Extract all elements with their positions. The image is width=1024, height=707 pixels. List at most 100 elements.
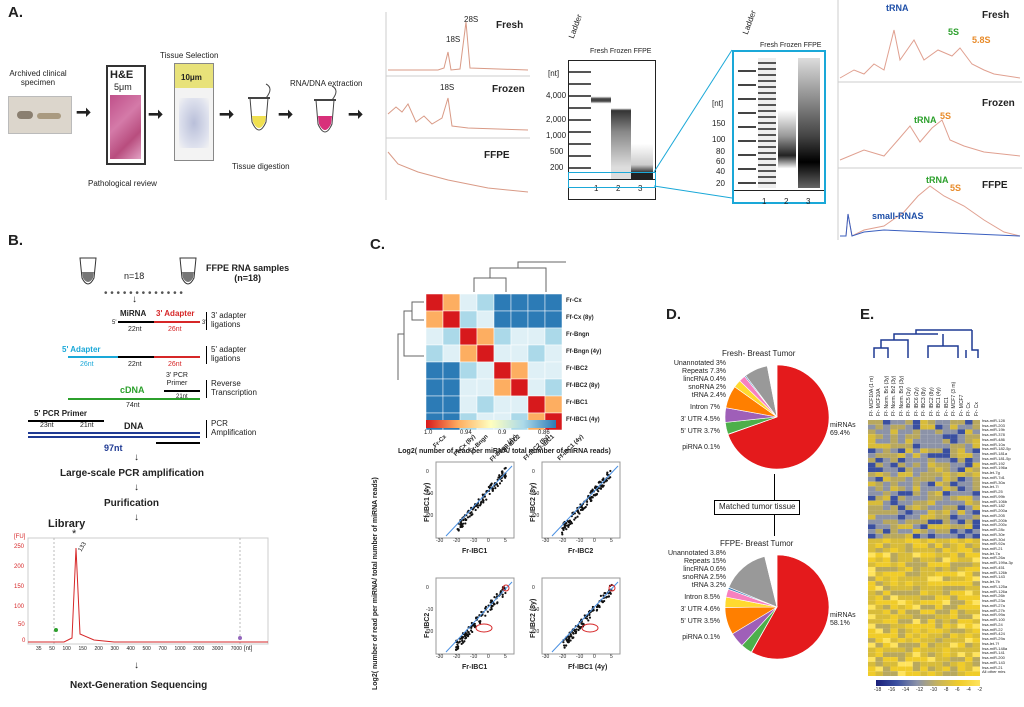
heatmap-row-label: Fr-IBC2 bbox=[566, 366, 588, 372]
heatmap-e-cell bbox=[905, 600, 913, 605]
heatmap-e-cell bbox=[905, 519, 913, 525]
scatter-point bbox=[594, 486, 597, 490]
heatmap-e-cell bbox=[882, 495, 891, 501]
heatmap-e-cell bbox=[868, 524, 876, 530]
heatmap-e-cell bbox=[935, 623, 943, 629]
heatmap-e-cell bbox=[957, 420, 966, 425]
heatmap-e-cell bbox=[912, 472, 921, 477]
scatter-point bbox=[460, 642, 463, 645]
scatter-point bbox=[501, 472, 504, 475]
heatmap-cell bbox=[510, 395, 529, 414]
scatter-point bbox=[501, 593, 504, 596]
extraction-tube-icon bbox=[314, 85, 337, 133]
heatmap-e-cell bbox=[905, 429, 913, 435]
heatmap-e-cell bbox=[957, 481, 966, 487]
heatmap-e-cell bbox=[905, 543, 913, 548]
heatmap-e-cell bbox=[890, 434, 898, 439]
heatmap-e-cell bbox=[905, 457, 913, 463]
heatmap-e-cell bbox=[927, 652, 936, 658]
heatmap-e-cell bbox=[927, 495, 936, 501]
heatmap-cell bbox=[459, 378, 478, 397]
heatmap-e-cell bbox=[950, 562, 958, 567]
heatmap-e-cell bbox=[905, 628, 913, 634]
heatmap-e-cell bbox=[942, 443, 951, 449]
gel2-lane-3: 3 bbox=[806, 197, 811, 206]
heatmap-e-cell bbox=[935, 571, 943, 577]
heatmap-e-cell bbox=[897, 666, 906, 672]
heatmap-row-label: Fr-IBC1 bbox=[566, 400, 588, 406]
heatmap-e-cell bbox=[875, 472, 883, 477]
heatmap-e-cell bbox=[875, 666, 883, 672]
nt22b-label: 22nt bbox=[128, 361, 142, 368]
library-trace-plot bbox=[27, 537, 269, 645]
heatmap-e-cell bbox=[868, 633, 876, 639]
heatmap-e-cell bbox=[912, 443, 921, 449]
adapter3-bar-2 bbox=[154, 356, 200, 358]
heatmap-cell bbox=[442, 395, 461, 414]
heatmap-e-cell bbox=[875, 562, 883, 567]
heatmap-e-cell bbox=[942, 486, 951, 492]
heatmap-e-cell bbox=[927, 429, 936, 435]
heatmap-e-row-label: hsa-miR-192 bbox=[982, 460, 1005, 466]
scatter-point bbox=[563, 646, 566, 649]
heatmap-e-cell bbox=[868, 543, 876, 548]
dna-bar-2 bbox=[28, 436, 200, 438]
heatmap-e-cell bbox=[942, 448, 951, 454]
heatmap-e-row-label: hsa-miR-99b bbox=[982, 493, 1005, 499]
heatmap-e-cell bbox=[897, 614, 906, 620]
heatmap-e-row-label: hsa-let-7f bbox=[982, 640, 999, 646]
heatmap-e-cell bbox=[875, 543, 883, 548]
heatmap-e-cell bbox=[950, 585, 958, 591]
scatter-point bbox=[602, 484, 605, 487]
heatmap-e-cell bbox=[882, 443, 891, 449]
heatmap-e-cell bbox=[868, 548, 876, 553]
heatmap-e-cell bbox=[868, 453, 876, 458]
dna-bar-1 bbox=[28, 432, 200, 434]
library-label: Library bbox=[48, 518, 86, 530]
scatter-point bbox=[597, 481, 600, 484]
heatmap-e-cell bbox=[890, 462, 898, 468]
heatmap-e-cell bbox=[950, 661, 958, 667]
heatmap-e-cell bbox=[972, 514, 980, 520]
heatmap-e-cell bbox=[882, 633, 891, 639]
heatmap-e-cell bbox=[875, 566, 883, 572]
heatmap-e-cell bbox=[950, 604, 958, 610]
scatter-point bbox=[600, 600, 604, 603]
heatmap-e-cell bbox=[897, 514, 906, 520]
heatmap-e-cell bbox=[957, 557, 966, 563]
heatmap-e-cell bbox=[912, 486, 921, 492]
heatmap-e-cell bbox=[942, 519, 951, 525]
scatter-xlabel: Ff-IBC1 (4y) bbox=[568, 664, 608, 671]
heatmap-e-cell bbox=[868, 495, 876, 501]
heatmap-e-cell bbox=[957, 548, 966, 553]
heatmap-e-cell bbox=[897, 429, 906, 435]
scatter-xtick: -20 bbox=[453, 654, 461, 660]
gel1-tick-1: 2,000 bbox=[546, 115, 567, 124]
heatmap-e-cell bbox=[875, 538, 883, 544]
he-um: 5μm bbox=[114, 82, 132, 92]
heatmap-e-row-label: hsa-miR-7d1 bbox=[982, 474, 1005, 480]
heatmap-e-cell bbox=[897, 571, 906, 577]
heatmap-e-cell bbox=[927, 424, 936, 430]
heatmap-e-row-label: hsa-miR-182 bbox=[982, 503, 1005, 509]
heatmap-e-cell bbox=[882, 481, 891, 487]
heatmap-e-cell bbox=[897, 424, 906, 430]
heatmap-e-cell bbox=[920, 633, 928, 639]
heatmap-e-cell bbox=[942, 500, 951, 506]
heatmap-e-cell bbox=[965, 562, 973, 567]
heatmap-row-label: Fr-Bngn bbox=[566, 332, 590, 338]
step1-line1: 3' adapter bbox=[211, 311, 247, 320]
heatmap-e-cell bbox=[950, 505, 958, 511]
heatmap-e-cell bbox=[875, 448, 883, 454]
heatmap-e-cell bbox=[897, 524, 906, 530]
heatmap-e-cell bbox=[950, 481, 958, 487]
heatmap-e-cell bbox=[868, 420, 876, 425]
heatmap-e-cell bbox=[935, 562, 943, 567]
pie-label: Repeats 7.3% bbox=[682, 368, 726, 375]
heatmap-e-cell bbox=[912, 581, 921, 586]
heatmap-e-cell bbox=[882, 576, 891, 582]
heatmap-e-cell bbox=[897, 505, 906, 511]
heatmap-e-cell bbox=[890, 467, 898, 473]
heatmap-e-col-label: Ff- IBC6 (2y) bbox=[913, 387, 920, 416]
heatmap-e-cell bbox=[927, 642, 936, 648]
